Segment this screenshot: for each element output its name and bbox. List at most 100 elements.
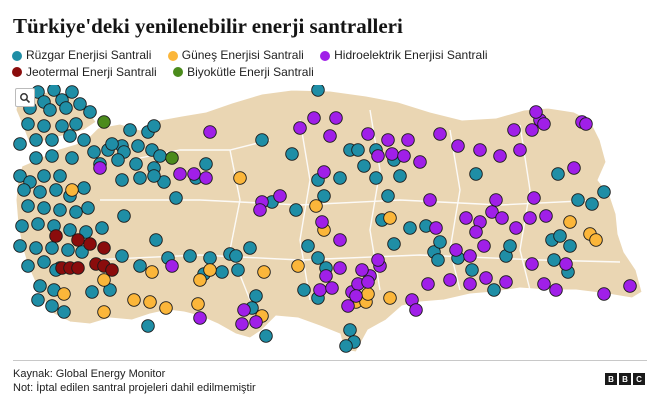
hydro-plant-marker (409, 303, 423, 317)
wind-plant-marker (61, 243, 75, 257)
wind-plant-marker (13, 137, 27, 151)
hydro-plant-marker (325, 281, 339, 295)
wind-plant-marker (351, 143, 365, 157)
wind-plant-marker (21, 259, 35, 273)
zoom-button[interactable] (15, 88, 35, 107)
hydro-plant-marker (473, 143, 487, 157)
solar-plant-marker (383, 291, 397, 305)
wind-plant-marker (311, 251, 325, 265)
solar-plant-marker (361, 287, 375, 301)
wind-plant-marker (73, 97, 87, 111)
wind-plant-marker (13, 239, 27, 253)
wind-plant-marker (45, 299, 59, 313)
note-text: Not: İptal edilen santral projeleri dahi… (13, 382, 256, 394)
wind-plant-marker (431, 253, 445, 267)
hydro-plant-marker (485, 205, 499, 219)
bbc-logo: B B C (605, 373, 645, 385)
hydro-plant-marker (493, 149, 507, 163)
solar-plant-marker (383, 211, 397, 225)
wind-plant-marker (117, 209, 131, 223)
solar-plant-marker (193, 273, 207, 287)
wind-plant-marker (29, 241, 43, 255)
hydro-plant-marker (385, 147, 399, 161)
wind-plant-marker (29, 133, 43, 147)
wind-plant-marker (21, 199, 35, 213)
legend-item-solar: Güneş Enerjisi Santrali (167, 48, 304, 63)
solar-plant-marker (97, 305, 111, 319)
wind-plant-marker (115, 249, 129, 263)
wind-plant-marker (571, 193, 585, 207)
geothermal-plant-marker (105, 263, 119, 277)
legend-item-wind: Rüzgar Enerjisi Santrali (12, 48, 151, 63)
wind-plant-marker (381, 189, 395, 203)
wind-plant-marker (95, 221, 109, 235)
wind-plant-marker (37, 201, 51, 215)
hydro-plant-marker (523, 211, 537, 225)
hydro-plant-marker (539, 209, 553, 223)
wind-plant-marker (433, 235, 447, 249)
wind-plant-marker (243, 241, 257, 255)
wind-plant-marker (77, 133, 91, 147)
solar-plant-marker (57, 287, 71, 301)
solar-plant-marker (563, 215, 577, 229)
hydro-plant-marker (203, 125, 217, 139)
hydro-plant-marker (237, 303, 251, 317)
hydro-plant-marker (307, 111, 321, 125)
wind-plant-marker (43, 103, 57, 117)
wind-plant-marker (105, 137, 119, 151)
hydro-plant-marker (527, 191, 541, 205)
hydro-plant-marker (349, 289, 363, 303)
wind-plant-marker (87, 145, 101, 159)
hydro-plant-marker (559, 257, 573, 271)
wind-plant-marker (469, 167, 483, 181)
hydro-plant-marker (355, 263, 369, 277)
legend-item-geothermal: Jeotermal Enerji Santrali (12, 65, 157, 80)
wind-plant-marker (199, 157, 213, 171)
wind-plant-marker (13, 169, 27, 183)
solar-plant-marker (97, 273, 111, 287)
biomass-plant-marker (165, 151, 179, 165)
hydro-plant-marker (333, 233, 347, 247)
biomass-plant-marker (97, 115, 111, 129)
hydro-plant-marker (401, 133, 415, 147)
footer-source: Kaynak: Global Energy Monitor Not: İptal… (13, 367, 256, 395)
wind-plant-marker (203, 251, 217, 265)
wind-plant-marker (403, 221, 417, 235)
hydro-plant-marker (273, 189, 287, 203)
wind-plant-marker (157, 175, 171, 189)
wind-plant-marker (183, 249, 197, 263)
wind-plant-marker (597, 185, 611, 199)
wind-plant-marker (255, 133, 269, 147)
wind-plant-marker (503, 239, 517, 253)
solar-plant-marker (143, 295, 157, 309)
hydro-plant-marker (463, 277, 477, 291)
wind-plant-marker (339, 339, 353, 353)
hydro-plant-marker (341, 299, 355, 313)
hydro-plant-marker (313, 283, 327, 297)
wind-plant-marker (63, 223, 77, 237)
wind-plant-marker (53, 169, 67, 183)
wind-plant-marker (285, 147, 299, 161)
wind-plant-marker (289, 203, 303, 217)
wind-plant-marker (103, 283, 117, 297)
wind-plant-marker (77, 181, 91, 195)
hydro-plant-marker (469, 225, 483, 239)
wind-plant-marker (45, 133, 59, 147)
wind-plant-marker (69, 117, 83, 131)
wind-plant-marker (69, 205, 83, 219)
wind-plant-marker (215, 265, 229, 279)
hydro-plant-marker (173, 167, 187, 181)
hydro-plant-marker (499, 275, 513, 289)
solar-plant-marker (589, 233, 603, 247)
hydro-plant-marker (329, 111, 343, 125)
wind-plant-marker (79, 225, 93, 239)
hydro-plant-marker (433, 127, 447, 141)
wind-plant-marker (369, 171, 383, 185)
wind-plant-marker (259, 329, 273, 343)
hydro-plant-marker (361, 275, 375, 289)
geothermal-plant-marker (71, 261, 85, 275)
solar-plant-marker (309, 199, 323, 213)
solar-plant-marker (233, 171, 247, 185)
hydro-plant-marker (549, 283, 563, 297)
wind-plant-marker (147, 119, 161, 133)
